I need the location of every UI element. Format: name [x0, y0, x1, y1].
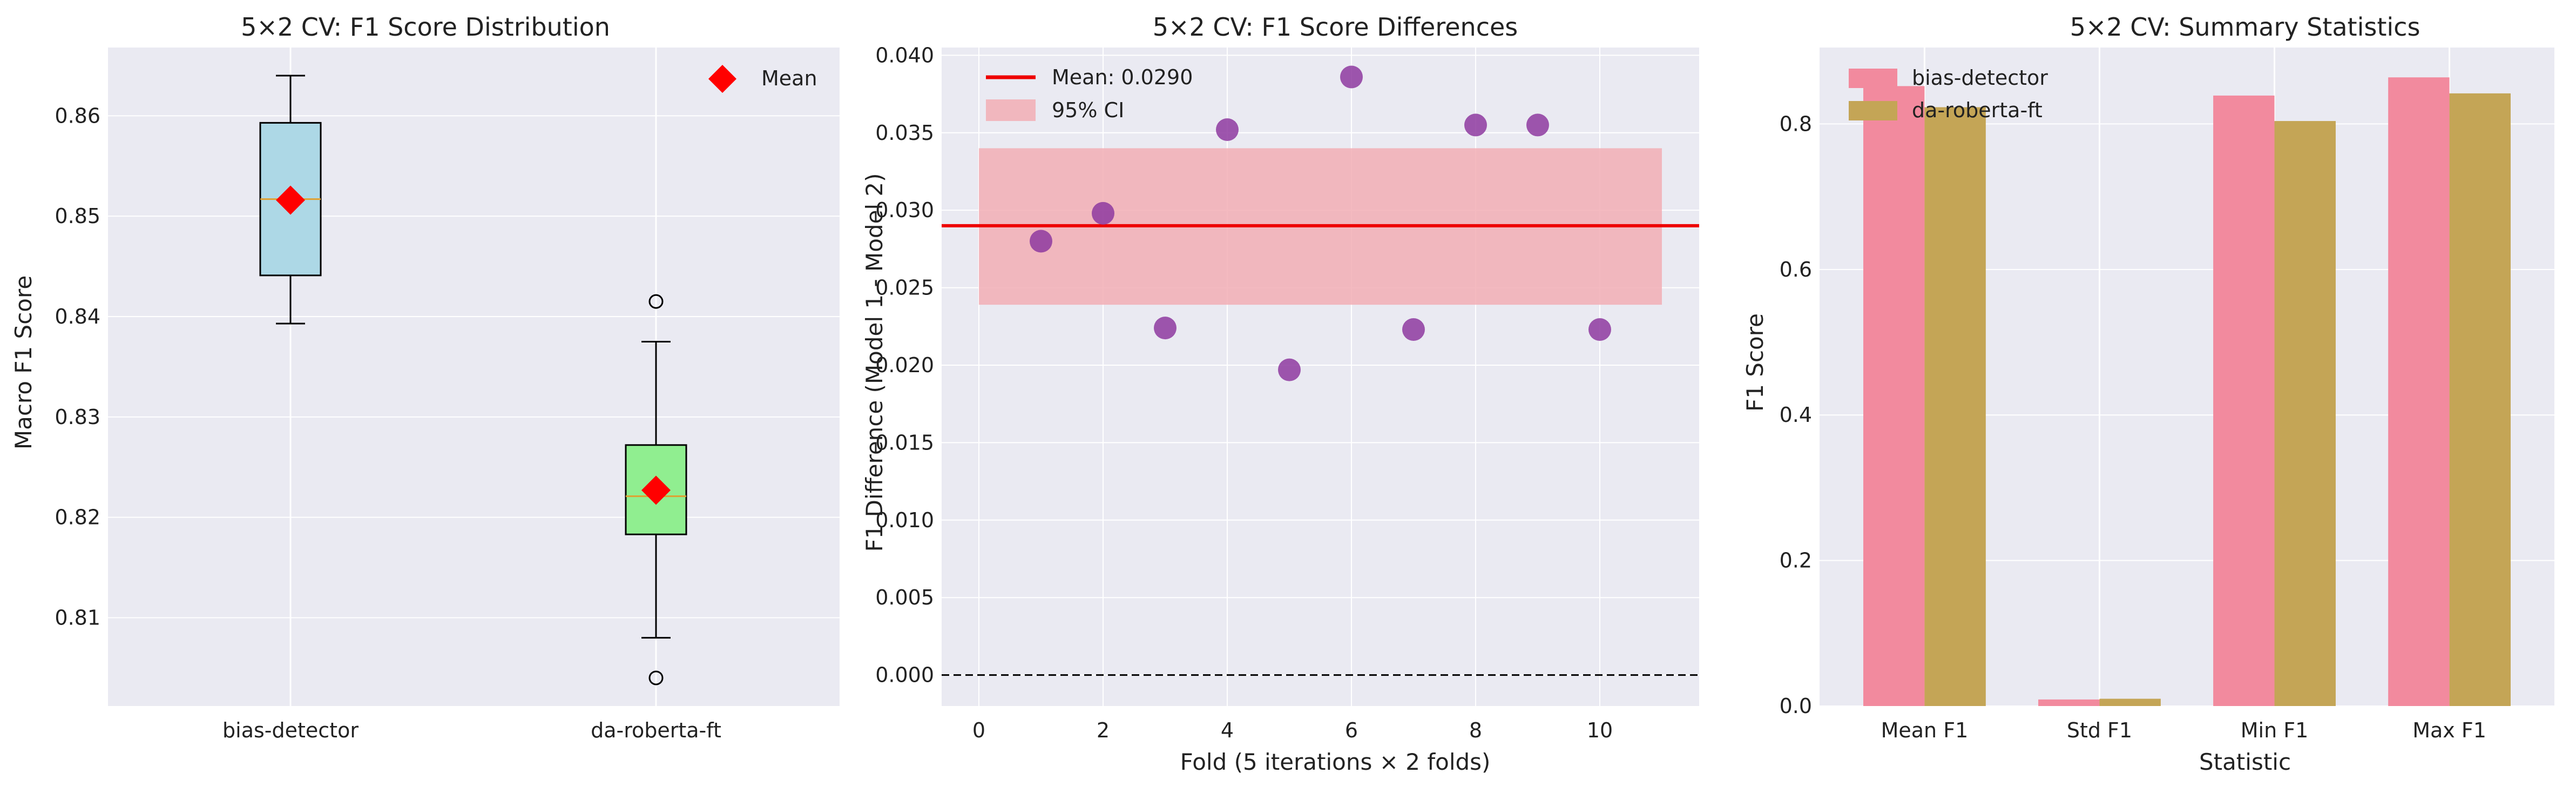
- boxplot-panel: 5×2 CV: F1 Score Distribution Macro F1 S…: [10, 12, 840, 742]
- summary-ytick-label: 0.6: [1780, 258, 1812, 281]
- summary-ytick-label: 0.2: [1780, 549, 1812, 573]
- summary-bar: [2449, 93, 2511, 707]
- differences-xlabel: Fold (5 iterations × 2 folds): [1180, 749, 1491, 775]
- differences-xtick-label: 0: [972, 718, 985, 742]
- summary-xtick-label: Min F1: [2241, 718, 2309, 742]
- differences-ytick-label: 0.025: [875, 276, 934, 300]
- differences-panel: 5×2 CV: F1 Score Differences Fold (5 ite…: [861, 12, 1699, 775]
- differences-legend-ci-label: 95% CI: [1052, 98, 1124, 122]
- boxplot-mean-marker: [641, 475, 671, 505]
- differences-title: 5×2 CV: F1 Score Differences: [1153, 12, 1518, 42]
- boxplot-legend-label: Mean: [761, 66, 817, 90]
- summary-bar: [1924, 107, 1986, 707]
- differences-ytick-label: 0.020: [875, 353, 934, 377]
- summary-bar: [1863, 86, 1925, 707]
- boxplot-ytick-label: 0.82: [55, 506, 100, 529]
- differences-point: [1588, 318, 1611, 341]
- boxplot-mean-marker: [276, 185, 305, 215]
- summary-bar: [2274, 121, 2336, 706]
- differences-xtick-label: 2: [1097, 718, 1110, 742]
- boxplot-ytick-label: 0.86: [55, 104, 100, 127]
- boxplot-ytick-label: 0.85: [55, 204, 100, 228]
- boxplot-ytick-label: 0.81: [55, 606, 100, 629]
- summary-panel: 5×2 CV: Summary Statistics Statistic F1 …: [1742, 12, 2554, 775]
- boxplot-title: 5×2 CV: F1 Score Distribution: [241, 12, 610, 42]
- summary-legend-label: bias-detector: [1912, 66, 2048, 90]
- differences-axes-background: [942, 48, 1699, 706]
- summary-legend-swatch: [1849, 101, 1897, 120]
- differences-point: [1030, 230, 1052, 253]
- boxplot-outlier: [648, 294, 664, 309]
- differences-point: [1278, 358, 1301, 381]
- boxplot-ylabel: Macro F1 Score: [10, 275, 37, 449]
- boxplot-xtick-label: bias-detector: [222, 718, 359, 742]
- differences-point: [1340, 65, 1363, 89]
- boxplot-ytick-label: 0.83: [55, 405, 100, 429]
- differences-point: [1402, 318, 1425, 341]
- differences-legend-ci-swatch: [986, 99, 1036, 121]
- differences-point: [1154, 317, 1177, 340]
- boxplot-outlier: [648, 670, 664, 686]
- summary-title: 5×2 CV: Summary Statistics: [2070, 12, 2421, 42]
- boxplot-legend-marker: [708, 65, 736, 93]
- summary-ytick-label: 0.0: [1780, 694, 1812, 718]
- summary-ytick-label: 0.8: [1780, 112, 1812, 136]
- summary-legend-label: da-roberta-ft: [1912, 98, 2043, 122]
- differences-ytick-label: 0.010: [875, 508, 934, 532]
- boxplot-ytick-label: 0.84: [55, 305, 100, 328]
- summary-xtick-label: Mean F1: [1881, 718, 1969, 742]
- summary-ylabel: F1 Score: [1742, 313, 1768, 412]
- summary-xtick-label: Std F1: [2067, 718, 2132, 742]
- differences-ytick-label: 0.035: [875, 121, 934, 145]
- differences-xtick-label: 8: [1469, 718, 1482, 742]
- summary-bar: [2388, 77, 2450, 706]
- summary-bar: [2213, 95, 2275, 707]
- summary-bar: [2099, 698, 2161, 706]
- summary-xtick-label: Max F1: [2412, 718, 2486, 742]
- differences-point: [1216, 118, 1239, 142]
- differences-xtick-label: 4: [1221, 718, 1234, 742]
- differences-xtick-label: 10: [1587, 718, 1613, 742]
- differences-xtick-label: 6: [1345, 718, 1358, 742]
- differences-ytick-label: 0.000: [875, 663, 934, 687]
- differences-ytick-label: 0.015: [875, 431, 934, 454]
- differences-ytick-label: 0.030: [875, 198, 934, 222]
- differences-ytick-label: 0.005: [875, 586, 934, 609]
- differences-point: [1464, 113, 1487, 137]
- summary-ytick-label: 0.4: [1780, 403, 1812, 427]
- summary-legend-swatch: [1849, 69, 1897, 88]
- differences-legend-mean-label: Mean: 0.0290: [1052, 65, 1193, 89]
- differences-point: [1526, 113, 1549, 137]
- differences-point: [1092, 201, 1114, 225]
- summary-bar: [2038, 699, 2100, 706]
- summary-xlabel: Statistic: [2199, 749, 2291, 775]
- boxplot-xtick-label: da-roberta-ft: [591, 718, 721, 742]
- differences-ylabel: F1 Difference (Model 1 - Model 2): [861, 173, 888, 552]
- boxplot-axes-background: [108, 48, 840, 706]
- differences-ytick-label: 0.040: [875, 43, 934, 67]
